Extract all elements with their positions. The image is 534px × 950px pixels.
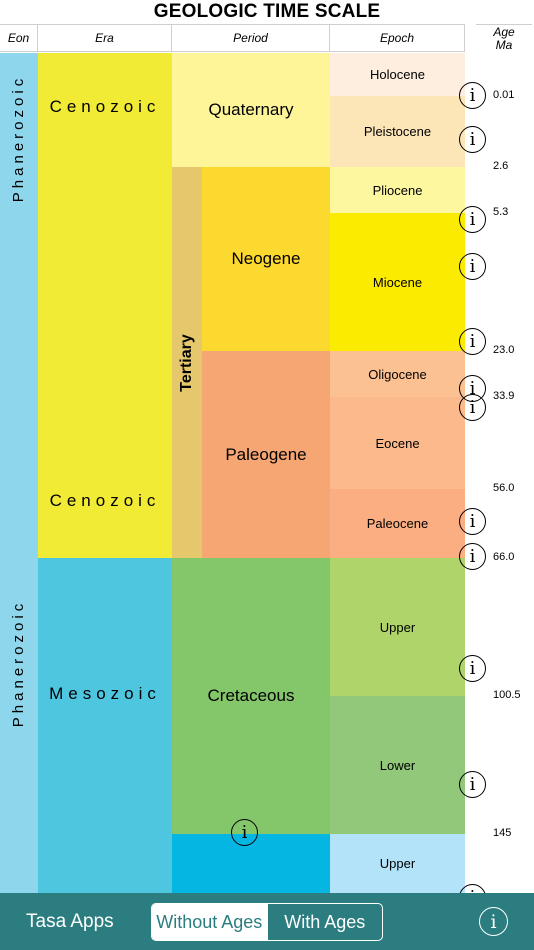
header-eon: Eon [0,24,38,52]
age-label: 23.0 [493,344,515,356]
info-icon[interactable]: i [459,394,486,421]
about-info-icon[interactable]: i [479,907,508,936]
epoch-paleocene[interactable]: Paleocene [330,489,465,558]
period-tertiary[interactable]: Tertiary [172,167,202,558]
info-icon[interactable]: i [231,819,258,846]
era-mesozoic-block[interactable]: Mesozoic [38,558,172,893]
info-icon[interactable]: i [459,206,486,233]
without-ages-segment[interactable]: Without Ages [152,904,267,940]
info-icon[interactable]: i [459,82,486,109]
eon-label-bottom: Phanerozoic [10,599,28,727]
age-label: 66.0 [493,551,515,563]
epoch-oligocene[interactable]: Oligocene [330,351,465,397]
header-age-label: Age [493,24,515,39]
period-tertiary-label: Tertiary [178,333,196,392]
info-icon[interactable]: i [459,508,486,535]
epoch-pliocene[interactable]: Pliocene [330,167,465,213]
bottom-toolbar: Tasa Apps Without Ages With Ages [0,893,534,950]
epoch-miocene[interactable]: Miocene [330,213,465,351]
era-cenozoic-block[interactable]: Cenozoic Cenozoic [38,53,172,558]
era-label-cenozoic-top: Cenozoic [49,97,161,116]
info-icon[interactable]: i [459,253,486,280]
age-label: 56.0 [493,482,515,494]
epoch-upper-cretaceous[interactable]: Upper [330,558,465,696]
period-neogene[interactable]: Neogene [202,167,330,351]
period-cretaceous[interactable]: Cretaceous [172,558,330,834]
era-label-cenozoic-bottom: Cenozoic [49,491,161,510]
period-quaternary[interactable]: Quaternary [172,53,330,167]
eon-label-top: Phanerozoic [10,74,28,202]
with-ages-segment[interactable]: With Ages [266,904,383,940]
period-paleogene[interactable]: Paleogene [202,351,330,558]
tasa-apps-link[interactable]: Tasa Apps [26,911,114,932]
epoch-eocene[interactable]: Eocene [330,397,465,489]
header-era: Era [38,24,172,52]
info-icon[interactable]: i [459,771,486,798]
age-mode-segmented-control: Without Ages With Ages [151,903,383,941]
age-label: 2.6 [493,160,509,172]
epoch-lower-cretaceous[interactable]: Lower [330,696,465,834]
page-title: GEOLOGIC TIME SCALE [153,1,381,22]
header-period: Period [172,24,330,52]
age-label: 33.9 [493,390,515,402]
age-label: 100.5 [493,689,521,701]
epoch-pleistocene[interactable]: Pleistocene [330,96,465,167]
eon-phanerozoic-block[interactable] [0,53,38,893]
epoch-holocene[interactable]: Holocene [330,53,465,96]
era-label-mesozoic: Mesozoic [49,684,161,703]
header-epoch: Epoch [330,24,465,52]
age-label: 145 [493,827,512,839]
age-label: 0.01 [493,89,515,101]
header-age: Age Ma [476,24,532,52]
epoch-upper-jurassic[interactable]: Upper [330,834,465,893]
info-icon[interactable]: i [459,126,486,153]
info-icon[interactable]: i [459,655,486,682]
info-icon[interactable]: i [459,328,486,355]
info-icon[interactable]: i [459,543,486,570]
age-label: 5.3 [493,206,509,218]
header-age-unit: Ma [495,37,513,52]
